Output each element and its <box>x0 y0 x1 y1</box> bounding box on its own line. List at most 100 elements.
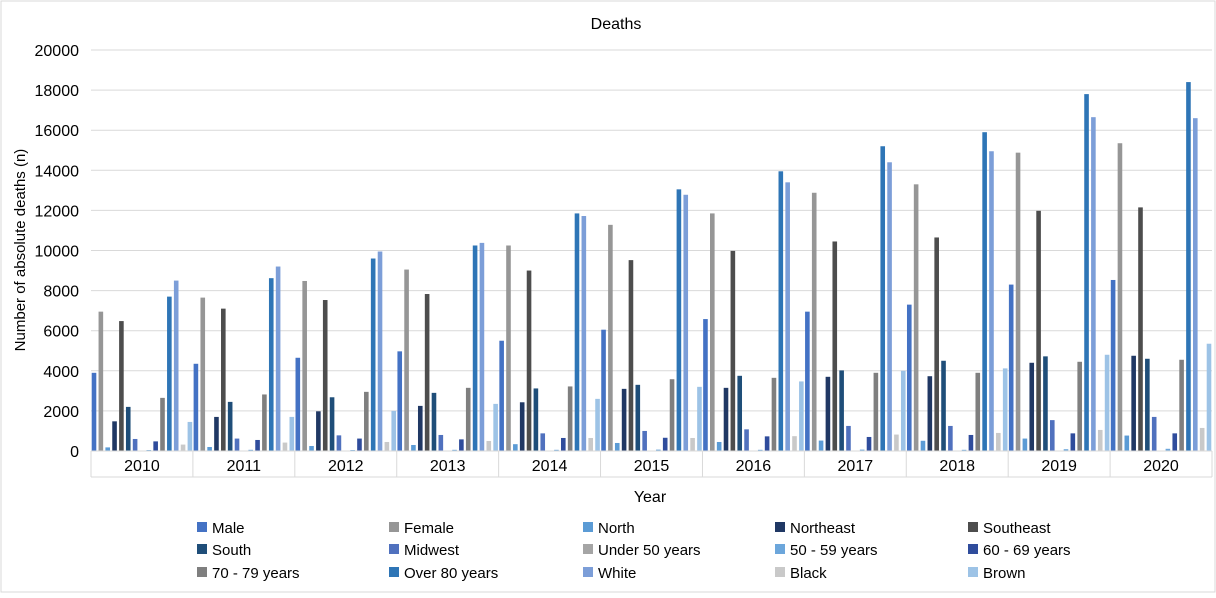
legend-swatch <box>775 522 785 532</box>
legend-swatch <box>968 522 978 532</box>
bar <box>424 294 430 451</box>
bar <box>1043 356 1048 451</box>
bar <box>900 370 906 451</box>
legend-item: White <box>583 565 636 582</box>
bar <box>764 436 770 451</box>
x-axis-label: Year <box>634 489 667 506</box>
bar <box>91 372 97 451</box>
bar <box>805 311 810 451</box>
bar <box>125 406 131 451</box>
bar <box>1063 449 1069 451</box>
bar <box>411 444 416 451</box>
legend-label: Under 50 years <box>598 542 701 559</box>
bar <box>302 280 307 451</box>
bar <box>683 194 689 451</box>
bar <box>370 258 376 451</box>
bar <box>1124 435 1130 451</box>
bar <box>316 411 321 451</box>
bar <box>825 376 831 451</box>
bar <box>1138 207 1143 451</box>
bar <box>996 432 1001 451</box>
bar <box>377 251 383 451</box>
bar <box>105 447 110 451</box>
bar <box>1131 355 1136 451</box>
legend-swatch <box>389 567 399 577</box>
bar <box>1110 279 1116 451</box>
bar <box>676 189 682 451</box>
bar <box>160 397 165 451</box>
bar <box>262 394 267 451</box>
y-axis-label: Number of absolute deaths (n) <box>12 149 29 352</box>
bar <box>282 442 288 451</box>
legend-swatch <box>197 567 207 577</box>
bar <box>1104 354 1110 451</box>
bar <box>357 438 362 451</box>
bar <box>493 403 498 451</box>
bar <box>818 440 824 451</box>
legend-item: Under 50 years <box>583 542 701 559</box>
legend-label: Black <box>790 565 827 582</box>
bar <box>608 224 613 451</box>
legend-swatch <box>389 544 399 554</box>
bar <box>1049 420 1055 451</box>
bar <box>193 363 199 451</box>
bar <box>723 387 729 451</box>
bar <box>221 308 226 451</box>
bar <box>975 372 981 451</box>
legend-label: Brown <box>983 565 1026 582</box>
legend-label: 60 - 69 years <box>983 542 1071 559</box>
bar <box>1117 143 1123 452</box>
bar <box>112 421 117 451</box>
bar <box>880 146 886 452</box>
bar <box>1077 361 1082 451</box>
bar <box>859 449 865 451</box>
y-tick-label: 16000 <box>35 123 80 140</box>
bar <box>1172 433 1178 451</box>
legend-label: Midwest <box>404 542 460 559</box>
legend-item: 60 - 69 years <box>968 542 1071 559</box>
legend-item: Black <box>775 565 827 582</box>
y-tick-label: 8000 <box>43 284 79 301</box>
bar <box>207 446 212 451</box>
bar <box>669 379 675 451</box>
bar <box>275 266 281 451</box>
y-tick-label: 14000 <box>35 163 80 180</box>
bar <box>1008 284 1014 451</box>
legend-item: South <box>197 542 251 559</box>
bar <box>167 296 172 451</box>
bar <box>227 401 233 451</box>
y-axis-ticks: 0 2000 4000 6000 8000 10000 12000 14000 16000 180… <box>35 43 80 461</box>
legend-item: Brown <box>968 565 1026 582</box>
bar <box>703 319 708 451</box>
legend-swatch <box>583 544 593 554</box>
bar <box>214 416 219 451</box>
bar <box>322 300 328 451</box>
bar <box>560 437 566 451</box>
legend-item: Male <box>197 520 245 537</box>
bar <box>948 425 953 451</box>
legend-label: Female <box>404 520 454 537</box>
bar <box>588 437 593 451</box>
bar <box>234 438 240 451</box>
legend-label: Over 80 years <box>404 565 498 582</box>
bar <box>832 241 838 451</box>
legend-label: Male <box>212 520 245 537</box>
bar <box>595 398 600 451</box>
y-tick-label: 10000 <box>35 244 80 261</box>
legend-item: Over 80 years <box>389 565 498 582</box>
legend-swatch <box>583 567 593 577</box>
bar <box>540 433 546 451</box>
bar <box>472 245 478 451</box>
bar <box>1186 82 1191 451</box>
bar <box>431 392 437 451</box>
legend: Male Female North Northeast Southeast South Mi… <box>197 520 1071 582</box>
bar <box>1070 433 1076 451</box>
bar <box>438 434 444 451</box>
y-tick-label: 0 <box>70 444 79 461</box>
bar <box>417 405 423 451</box>
bar <box>295 357 301 451</box>
bar <box>778 171 784 452</box>
bar <box>1015 152 1021 451</box>
